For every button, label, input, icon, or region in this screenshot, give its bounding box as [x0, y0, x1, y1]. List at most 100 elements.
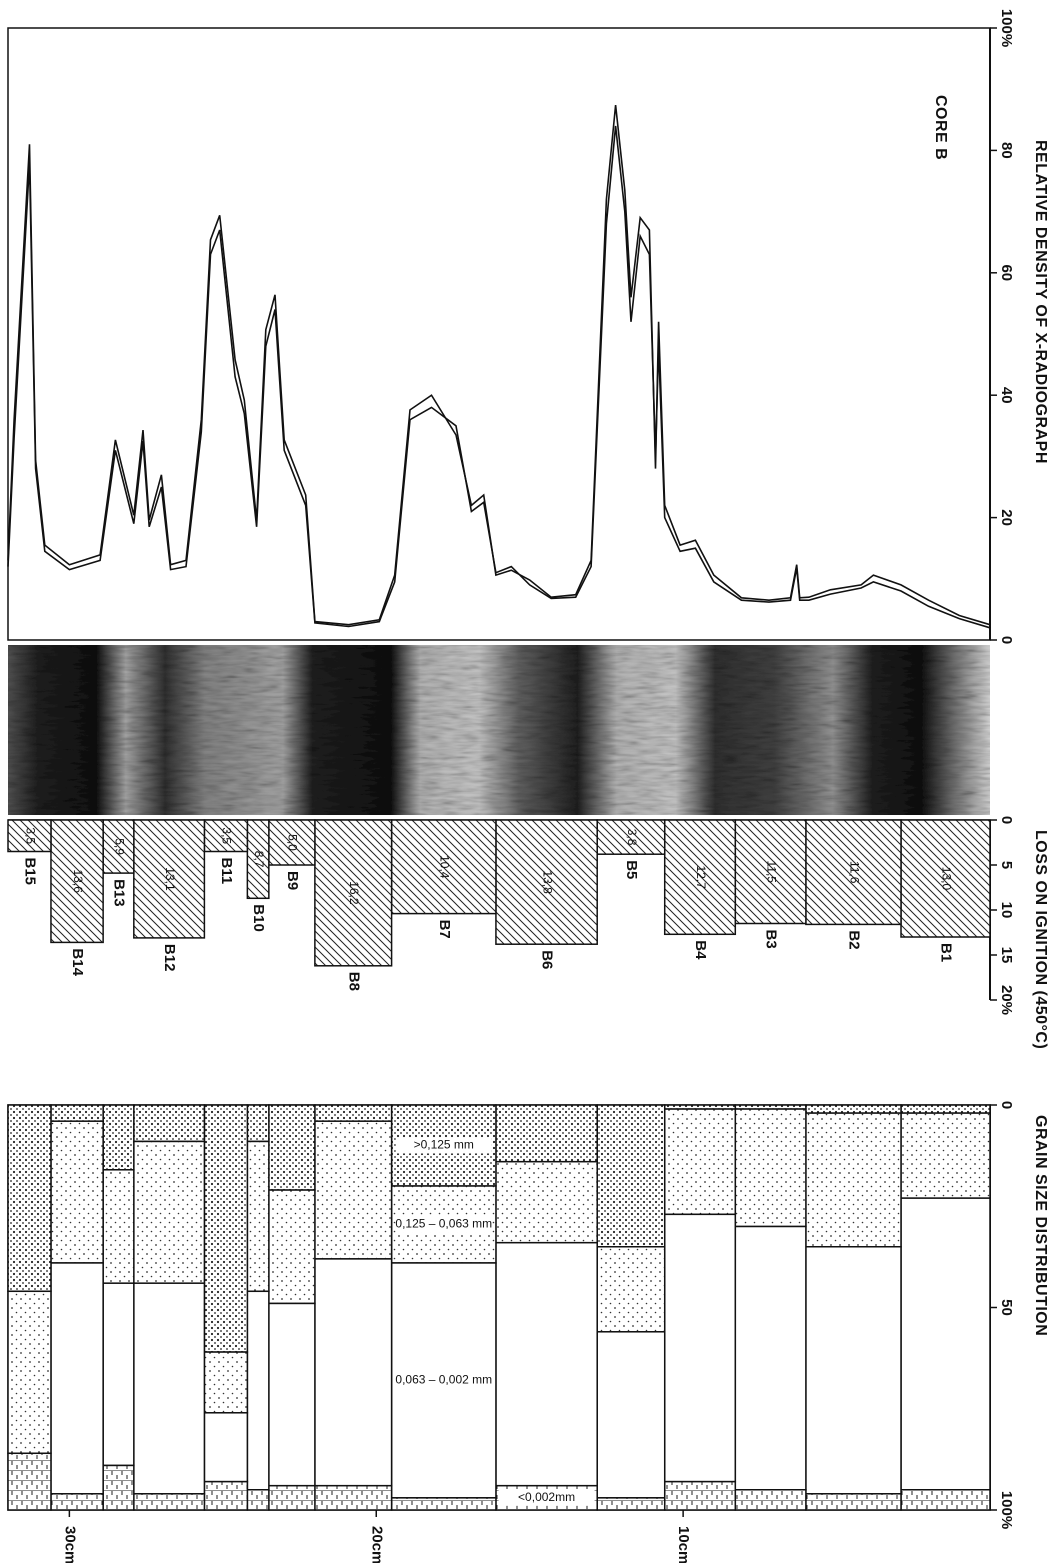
- grain-segment: [901, 1490, 990, 1510]
- y-tick-label: 0: [998, 636, 1015, 644]
- grain-segment: [51, 1105, 103, 1121]
- y-tick-label: 5: [998, 861, 1015, 869]
- value-label: 11,6: [847, 861, 861, 884]
- category-label: B4: [692, 940, 709, 960]
- grain-segment: [51, 1263, 103, 1494]
- value-label: 12,7: [694, 865, 708, 889]
- grain-segment: [597, 1247, 665, 1332]
- grain-segment: [51, 1121, 103, 1263]
- category-label: B1: [938, 943, 955, 962]
- y-tick-label: 80: [998, 142, 1015, 159]
- grain-segment: [735, 1109, 806, 1226]
- y-tick-label: 15: [998, 947, 1015, 964]
- legend-label: <0,002mm: [518, 1490, 575, 1504]
- grain-segment: [103, 1170, 134, 1283]
- grain-segment: [204, 1413, 247, 1482]
- grain-segment: [269, 1190, 315, 1303]
- grain-segment: [901, 1198, 990, 1490]
- grain-segment: [8, 1453, 51, 1510]
- grain-segment: [735, 1490, 806, 1510]
- value-label: 13,1: [163, 867, 177, 891]
- figure: 020406080100%CORE BRELATIVE DENSITY OF X…: [0, 0, 1061, 1563]
- value-label: 5,0: [286, 834, 300, 851]
- grain-segment: [392, 1498, 496, 1510]
- grain-segment: [204, 1105, 247, 1352]
- y-tick-label: 100%: [998, 9, 1015, 47]
- grain-segment: [134, 1283, 205, 1494]
- legend-label: >0,125 mm: [414, 1138, 474, 1152]
- category-label: B11: [218, 858, 235, 885]
- value-label: 3,5: [23, 827, 37, 844]
- grain-segment: [597, 1105, 665, 1247]
- grain-segment: [665, 1109, 736, 1214]
- grain-segment: [247, 1105, 268, 1141]
- category-label: B9: [284, 871, 301, 890]
- grain-segment: [315, 1105, 392, 1121]
- grain-segment: [496, 1162, 597, 1243]
- y-tick-label: 60: [998, 264, 1015, 281]
- chart-title: GRAIN SIZE DISTRIBUTION: [1032, 1115, 1049, 1336]
- grain-segment: [665, 1214, 736, 1481]
- category-label: B3: [763, 930, 780, 949]
- grain-segment: [269, 1105, 315, 1190]
- grain-segment: [204, 1482, 247, 1510]
- value-label: 13,8: [540, 870, 554, 894]
- value-label: 5,9: [112, 838, 126, 855]
- grain-segment: [269, 1303, 315, 1485]
- grain-segment: [806, 1105, 901, 1113]
- grain-segment: [665, 1482, 736, 1510]
- grain-segment: [901, 1113, 990, 1198]
- chart-title: CORE B: [932, 95, 949, 160]
- grain-segment: [134, 1105, 205, 1141]
- grain-segment: [315, 1121, 392, 1259]
- grain-segment: [134, 1494, 205, 1510]
- grain-segment: [204, 1352, 247, 1413]
- grain-segment: [496, 1105, 597, 1162]
- category-label: B2: [845, 930, 862, 949]
- category-label: B5: [623, 860, 640, 879]
- grain-segment: [51, 1494, 103, 1510]
- grain-segment: [103, 1283, 134, 1465]
- panel-frame: [8, 28, 990, 640]
- value-label: 10,4: [438, 855, 452, 879]
- x-tick-label: 10cm: [675, 1526, 692, 1563]
- grain-segment: [247, 1141, 268, 1291]
- grain-segment: [806, 1494, 901, 1510]
- grain-segment: [315, 1259, 392, 1486]
- grain-segment: [103, 1465, 134, 1510]
- value-label: 8,7: [252, 851, 266, 868]
- grain-segment: [597, 1498, 665, 1510]
- page: {"chart_data": [ {"type": "line", "title…: [0, 0, 1061, 1563]
- grain-segment: [315, 1486, 392, 1510]
- grain-segment: [247, 1490, 268, 1510]
- category-label: B13: [111, 879, 128, 907]
- y-tick-label: 10: [998, 902, 1015, 919]
- y-tick-label: 0: [998, 816, 1015, 824]
- grain-segment: [103, 1105, 134, 1170]
- y-tick-label: 20%: [998, 985, 1015, 1015]
- grain-segment: [269, 1486, 315, 1510]
- axis-title: RELATIVE DENSITY OF X-RADIOGRAPH: [1032, 140, 1049, 464]
- x-tick-label: 20cm: [368, 1526, 385, 1563]
- category-label: B14: [69, 948, 86, 976]
- radiograph-image: [8, 645, 990, 815]
- category-label: B10: [250, 904, 267, 932]
- value-label: 13,6: [71, 870, 85, 894]
- x-tick-label: 30cm: [61, 1526, 78, 1563]
- y-tick-label: 20: [998, 509, 1015, 526]
- legend-label: 0,063 – 0,002 mm: [395, 1373, 492, 1387]
- grain-segment: [735, 1227, 806, 1490]
- grain-segment: [247, 1291, 268, 1489]
- grain-segment: [8, 1291, 51, 1453]
- y-tick-label: 0: [998, 1101, 1015, 1109]
- value-label: 3,5: [220, 827, 234, 844]
- value-label: 16,2: [347, 881, 361, 905]
- grain-segment: [8, 1105, 51, 1291]
- grain-segment: [806, 1247, 901, 1494]
- category-label: B7: [436, 920, 453, 939]
- grain-segment: [597, 1332, 665, 1498]
- chart-title: LOSS ON IGNITION (450°C): [1032, 830, 1049, 1049]
- grain-segment: [134, 1141, 205, 1283]
- grain-segment: [806, 1113, 901, 1247]
- value-label: 11,5: [764, 861, 778, 884]
